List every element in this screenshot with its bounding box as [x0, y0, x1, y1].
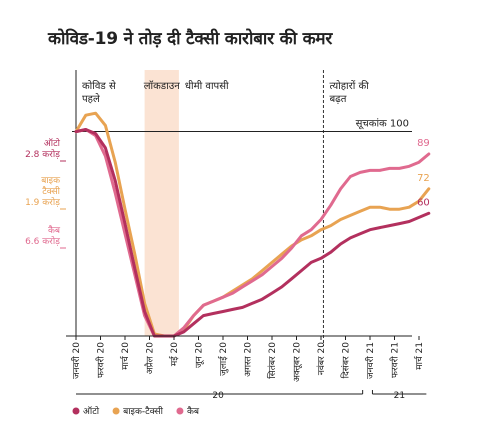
series-end-label: 72 [417, 173, 430, 184]
series-start-label: टैक्सी [42, 185, 60, 197]
x-tick-label: मार्च 21 [413, 342, 425, 370]
legend: ऑटो बाइक-टैक्सी कैब [72, 405, 200, 417]
series-lines [74, 111, 431, 338]
legend-swatch-0 [72, 407, 80, 415]
x-tick-label: फरवरी 20 [95, 342, 107, 378]
x-axis: जनवरी 20 फरवरी 20 मार्च 20 अप्रैल 20 मई 20 जू… [66, 335, 427, 401]
year-label-21: 21 [394, 391, 405, 401]
x-tick-label: अक्तूबर 20 [293, 342, 303, 382]
x-tick-label: सितंबर 20 [266, 342, 278, 379]
x-tick-label: फरवरी 21 [389, 342, 401, 378]
x-tick-label: नवंबर 20 [316, 342, 327, 375]
series-end-label: 89 [417, 138, 430, 149]
series-start-label: कैब [48, 224, 61, 236]
x-tick-label: अगस्त 20 [244, 342, 254, 377]
series-start-label: 6.6 करोड़ [25, 235, 60, 247]
phase-label: त्योहारों की [329, 80, 369, 92]
x-tick-label: मार्च 20 [119, 342, 131, 370]
x-tick-label: मई 20 [168, 342, 180, 366]
series-end-label: 60 [417, 197, 430, 208]
phase-label: बढ़त [329, 94, 346, 105]
series-line-0 [74, 128, 431, 338]
legend-label-0: ऑटो [83, 405, 100, 417]
legend-swatch-2 [176, 407, 184, 415]
phase-label: लॉकडाउन [144, 80, 180, 92]
chart-title: कोविड-19 ने तोड़ दी टैक्सी कारोबार की कम… [48, 29, 333, 49]
x-tick-label: जुलाई 20 [217, 342, 229, 376]
x-tick-label: अप्रैल 20 [144, 342, 156, 375]
series-start-label: 1.9 करोड़ [25, 196, 60, 208]
reference-line-label: सूचकांक 100 [356, 118, 409, 130]
phase-label: पहले [82, 93, 100, 105]
series-start-label: 2.8 करोड़ [25, 148, 60, 160]
legend-label-2: कैब [187, 405, 200, 417]
reference-line-group: सूचकांक 100 [72, 118, 412, 133]
x-tick-label: जनवरी 20 [70, 342, 82, 379]
series-labels: 72 89 60 ऑटो2.8 करोड़ बाइकटैक्सी1.9 करोड़ कैब… [25, 137, 430, 249]
series-start-label: बाइक [41, 176, 61, 186]
lockdown-band [144, 70, 179, 336]
series-start-label: ऑटो [44, 137, 61, 149]
phase-dividers: कोविड सेपहले लॉकडाउन धीमी वापसी त्योहारों क… [75, 70, 369, 346]
legend-label-1: बाइक-टैक्सी [123, 405, 164, 417]
phase-label: धीमी वापसी [185, 80, 229, 92]
x-tick-label: जनवरी 21 [364, 342, 376, 379]
x-tick-label: दिसंबर 20 [340, 342, 352, 379]
lockdown-shade-group [144, 70, 179, 336]
phase-label: कोविड से [82, 80, 116, 92]
series-line-1 [74, 111, 431, 338]
year-label-20: 20 [212, 391, 224, 401]
legend-swatch-1 [112, 407, 120, 415]
x-tick-label: जून 20 [195, 342, 205, 368]
